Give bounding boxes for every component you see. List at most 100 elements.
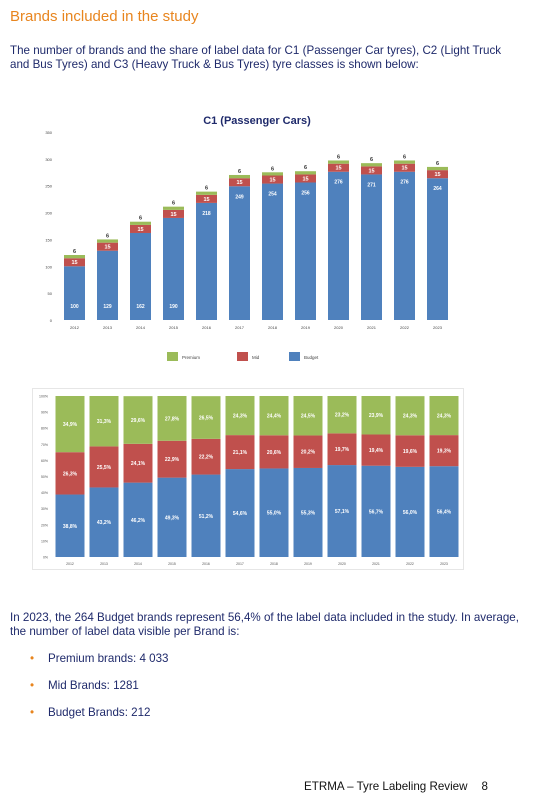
x-tick-label: 2020: [338, 562, 346, 566]
bar-budget: [163, 217, 184, 320]
data-label-premium: 24,3%: [233, 414, 248, 420]
bar-premium: [427, 166, 448, 171]
x-tick-label: 2021: [372, 562, 380, 566]
data-label-budget: 51,2%: [199, 514, 214, 520]
bar-premium: [229, 174, 250, 179]
c1-brand-count-svg: C1 (Passenger Cars) 0 50 100 150 200 250 300 350…: [45, 115, 448, 361]
bar-premium: [361, 163, 382, 167]
bar-mid: [64, 258, 85, 267]
bar-premium: [429, 396, 459, 436]
data-label-budget: 38,8%: [63, 524, 78, 530]
data-label-premium: 23,2%: [335, 413, 350, 419]
y-tick-label: 0: [50, 318, 53, 323]
y-tick-label: 100: [45, 264, 52, 269]
bar-mid: [361, 166, 382, 175]
chart-title: C1 (Passenger Cars): [203, 115, 311, 127]
bar-mid: [130, 224, 151, 233]
x-tick-label: 2021: [367, 325, 377, 330]
bar-budget: [64, 266, 85, 320]
data-label-premium: 6: [139, 216, 142, 222]
data-label-premium: 6: [271, 166, 274, 172]
bar-budget: [262, 183, 283, 320]
premium-brands-average: Premium brands: 4 033: [48, 652, 169, 665]
legend-swatch-premium: [167, 352, 178, 361]
x-tick-label: 2022: [400, 325, 410, 330]
y-tick-label: 150: [45, 237, 52, 242]
bar-premium: [327, 396, 357, 434]
bar-premium: [361, 396, 391, 435]
data-label-premium: 6: [205, 186, 208, 192]
data-label-mid: 15: [71, 260, 77, 266]
data-label-premium: 6: [106, 233, 109, 239]
data-label-mid: 15: [203, 197, 209, 203]
data-label-mid: 15: [335, 166, 341, 172]
y-tick-label: 200: [45, 211, 52, 216]
data-label-budget: 55,0%: [267, 511, 282, 517]
x-tick-label: 2018: [270, 562, 278, 566]
data-label-budget: 49,3%: [165, 515, 180, 521]
data-label-budget: 100: [70, 304, 79, 310]
data-label-mid: 25,5%: [97, 465, 112, 471]
bar-premium: [394, 160, 415, 164]
y-tick-label: 40%: [41, 491, 48, 495]
bar-mid: [196, 194, 217, 203]
data-label-mid: 19,4%: [369, 448, 384, 454]
x-tick-label: 2023: [433, 325, 443, 330]
y-tick-label: 0%: [43, 556, 48, 560]
y-tick-label: 20%: [41, 523, 48, 527]
data-label-premium: 6: [172, 201, 175, 207]
bar-budget: [361, 465, 391, 557]
bar-mid: [259, 435, 289, 469]
bar-mid: [262, 175, 283, 184]
bar-budget: [123, 482, 153, 557]
summary-paragraph: In 2023, the 264 Budget brands represent…: [10, 611, 519, 638]
data-label-budget: 162: [136, 304, 145, 310]
bar-budget: [191, 474, 221, 557]
bar-mid: [427, 170, 448, 179]
bar-budget: [327, 465, 357, 557]
data-label-premium: 24,3%: [403, 414, 418, 420]
x-tick-label: 2015: [168, 562, 176, 566]
legend-swatch-mid: [237, 352, 248, 361]
data-label-mid: 15: [434, 172, 440, 178]
data-label-budget: 57,1%: [335, 509, 350, 515]
bar-premium: [295, 171, 316, 175]
x-tick-label: 2014: [134, 562, 142, 566]
data-label-premium: 6: [337, 154, 340, 160]
list-item: • Premium brands: 4 033: [30, 652, 169, 679]
y-tick-label: 80%: [41, 427, 48, 431]
bar-premium: [157, 396, 187, 441]
data-label-premium: 6: [238, 169, 241, 175]
x-tick-label: 2014: [136, 325, 146, 330]
data-label-premium: 6: [436, 161, 439, 167]
x-tick-label: 2016: [202, 325, 212, 330]
data-label-mid: 15: [269, 178, 275, 184]
data-label-premium: 6: [73, 249, 76, 255]
bar-mid: [157, 440, 187, 478]
legend-swatch-budget: [289, 352, 300, 361]
bar-budget: [97, 250, 118, 320]
bar-mid: [395, 435, 425, 467]
bar-premium: [130, 221, 151, 225]
bar-mid: [293, 435, 323, 468]
c1-brand-count-chart: C1 (Passenger Cars) 0 50 100 150 200 250 300 350…: [32, 112, 462, 372]
y-tick-label: 50: [48, 291, 53, 296]
bar-budget: [293, 467, 323, 557]
data-label-budget: 254: [268, 192, 277, 198]
x-tick-label: 2013: [103, 325, 113, 330]
bullet-icon: •: [30, 706, 35, 719]
bar-mid: [191, 438, 221, 475]
y-tick-label: 350: [45, 130, 52, 135]
bar-mid: [361, 434, 391, 466]
x-tick-label: 2020: [334, 325, 344, 330]
x-tick-label: 2017: [236, 562, 244, 566]
data-label-premium: 24,4%: [267, 414, 282, 420]
data-label-premium: 6: [403, 154, 406, 160]
bar-budget: [229, 186, 250, 320]
bar-budget: [225, 469, 255, 557]
data-label-mid: 15: [170, 212, 176, 218]
x-tick-label: 2022: [406, 562, 414, 566]
data-label-budget: 46,2%: [131, 518, 146, 524]
y-tick-label: 50%: [41, 475, 48, 479]
y-tick-label: 10%: [41, 539, 48, 543]
